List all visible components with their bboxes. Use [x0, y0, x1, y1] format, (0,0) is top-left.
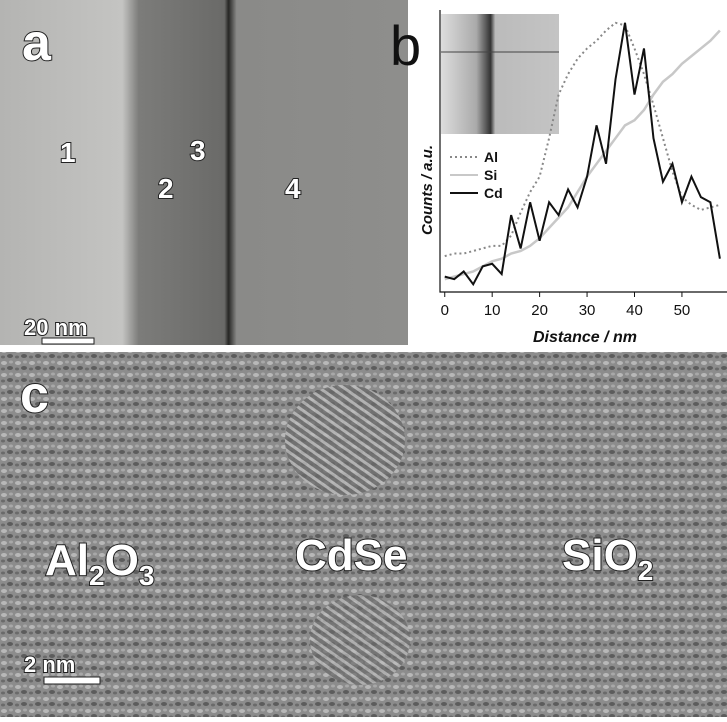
panel-a: a 1 2 3 4 20 nm: [0, 0, 408, 345]
subscript: 2: [638, 555, 654, 586]
panel-b: b 0 10 20 30 40 50 Distance / nm Counts / a.u. A…: [390, 10, 727, 346]
inset-image: [441, 14, 559, 134]
text-part: Al: [45, 536, 89, 585]
figure: a 1 2 3 4 20 nm b 0 10 20 30 40 50 Distance / …: [0, 0, 727, 717]
region-label: 2: [158, 173, 174, 204]
panel-label: b: [390, 14, 421, 77]
legend-label: Cd: [484, 185, 503, 201]
x-tick-label: 40: [626, 302, 643, 319]
tem-image-a: [0, 0, 408, 345]
scale-bar-label: 2 nm: [24, 652, 75, 677]
x-tick-label: 20: [531, 302, 548, 319]
scale-bar-label: 20 nm: [24, 315, 88, 340]
text-part: O: [105, 536, 139, 585]
scale-bar: [42, 338, 94, 344]
x-axis-label: Distance / nm: [533, 329, 637, 346]
x-tick-label: 0: [441, 302, 449, 319]
panel-label: a: [22, 14, 52, 72]
crystal: [285, 385, 405, 495]
crystal: [310, 595, 410, 685]
text-part: CdSe: [295, 531, 407, 580]
y-axis-label: Counts / a.u.: [419, 145, 436, 235]
region-label: 3: [190, 135, 206, 166]
legend-label: Si: [484, 167, 497, 183]
legend-label: Al: [484, 149, 498, 165]
subscript: 2: [89, 560, 105, 591]
scale-bar: [44, 677, 100, 684]
panel-label: c: [20, 366, 49, 424]
region-label: 4: [285, 173, 301, 204]
material-label: CdSe: [295, 531, 407, 580]
x-tick-label: 10: [484, 302, 501, 319]
text-part: SiO: [562, 531, 638, 580]
x-tick-label: 50: [674, 302, 691, 319]
panel-c: c Al2O3 CdSe SiO2 2 nm: [0, 352, 727, 717]
subscript: 3: [139, 560, 155, 591]
region-label: 1: [60, 137, 76, 168]
x-tick-label: 30: [579, 302, 596, 319]
